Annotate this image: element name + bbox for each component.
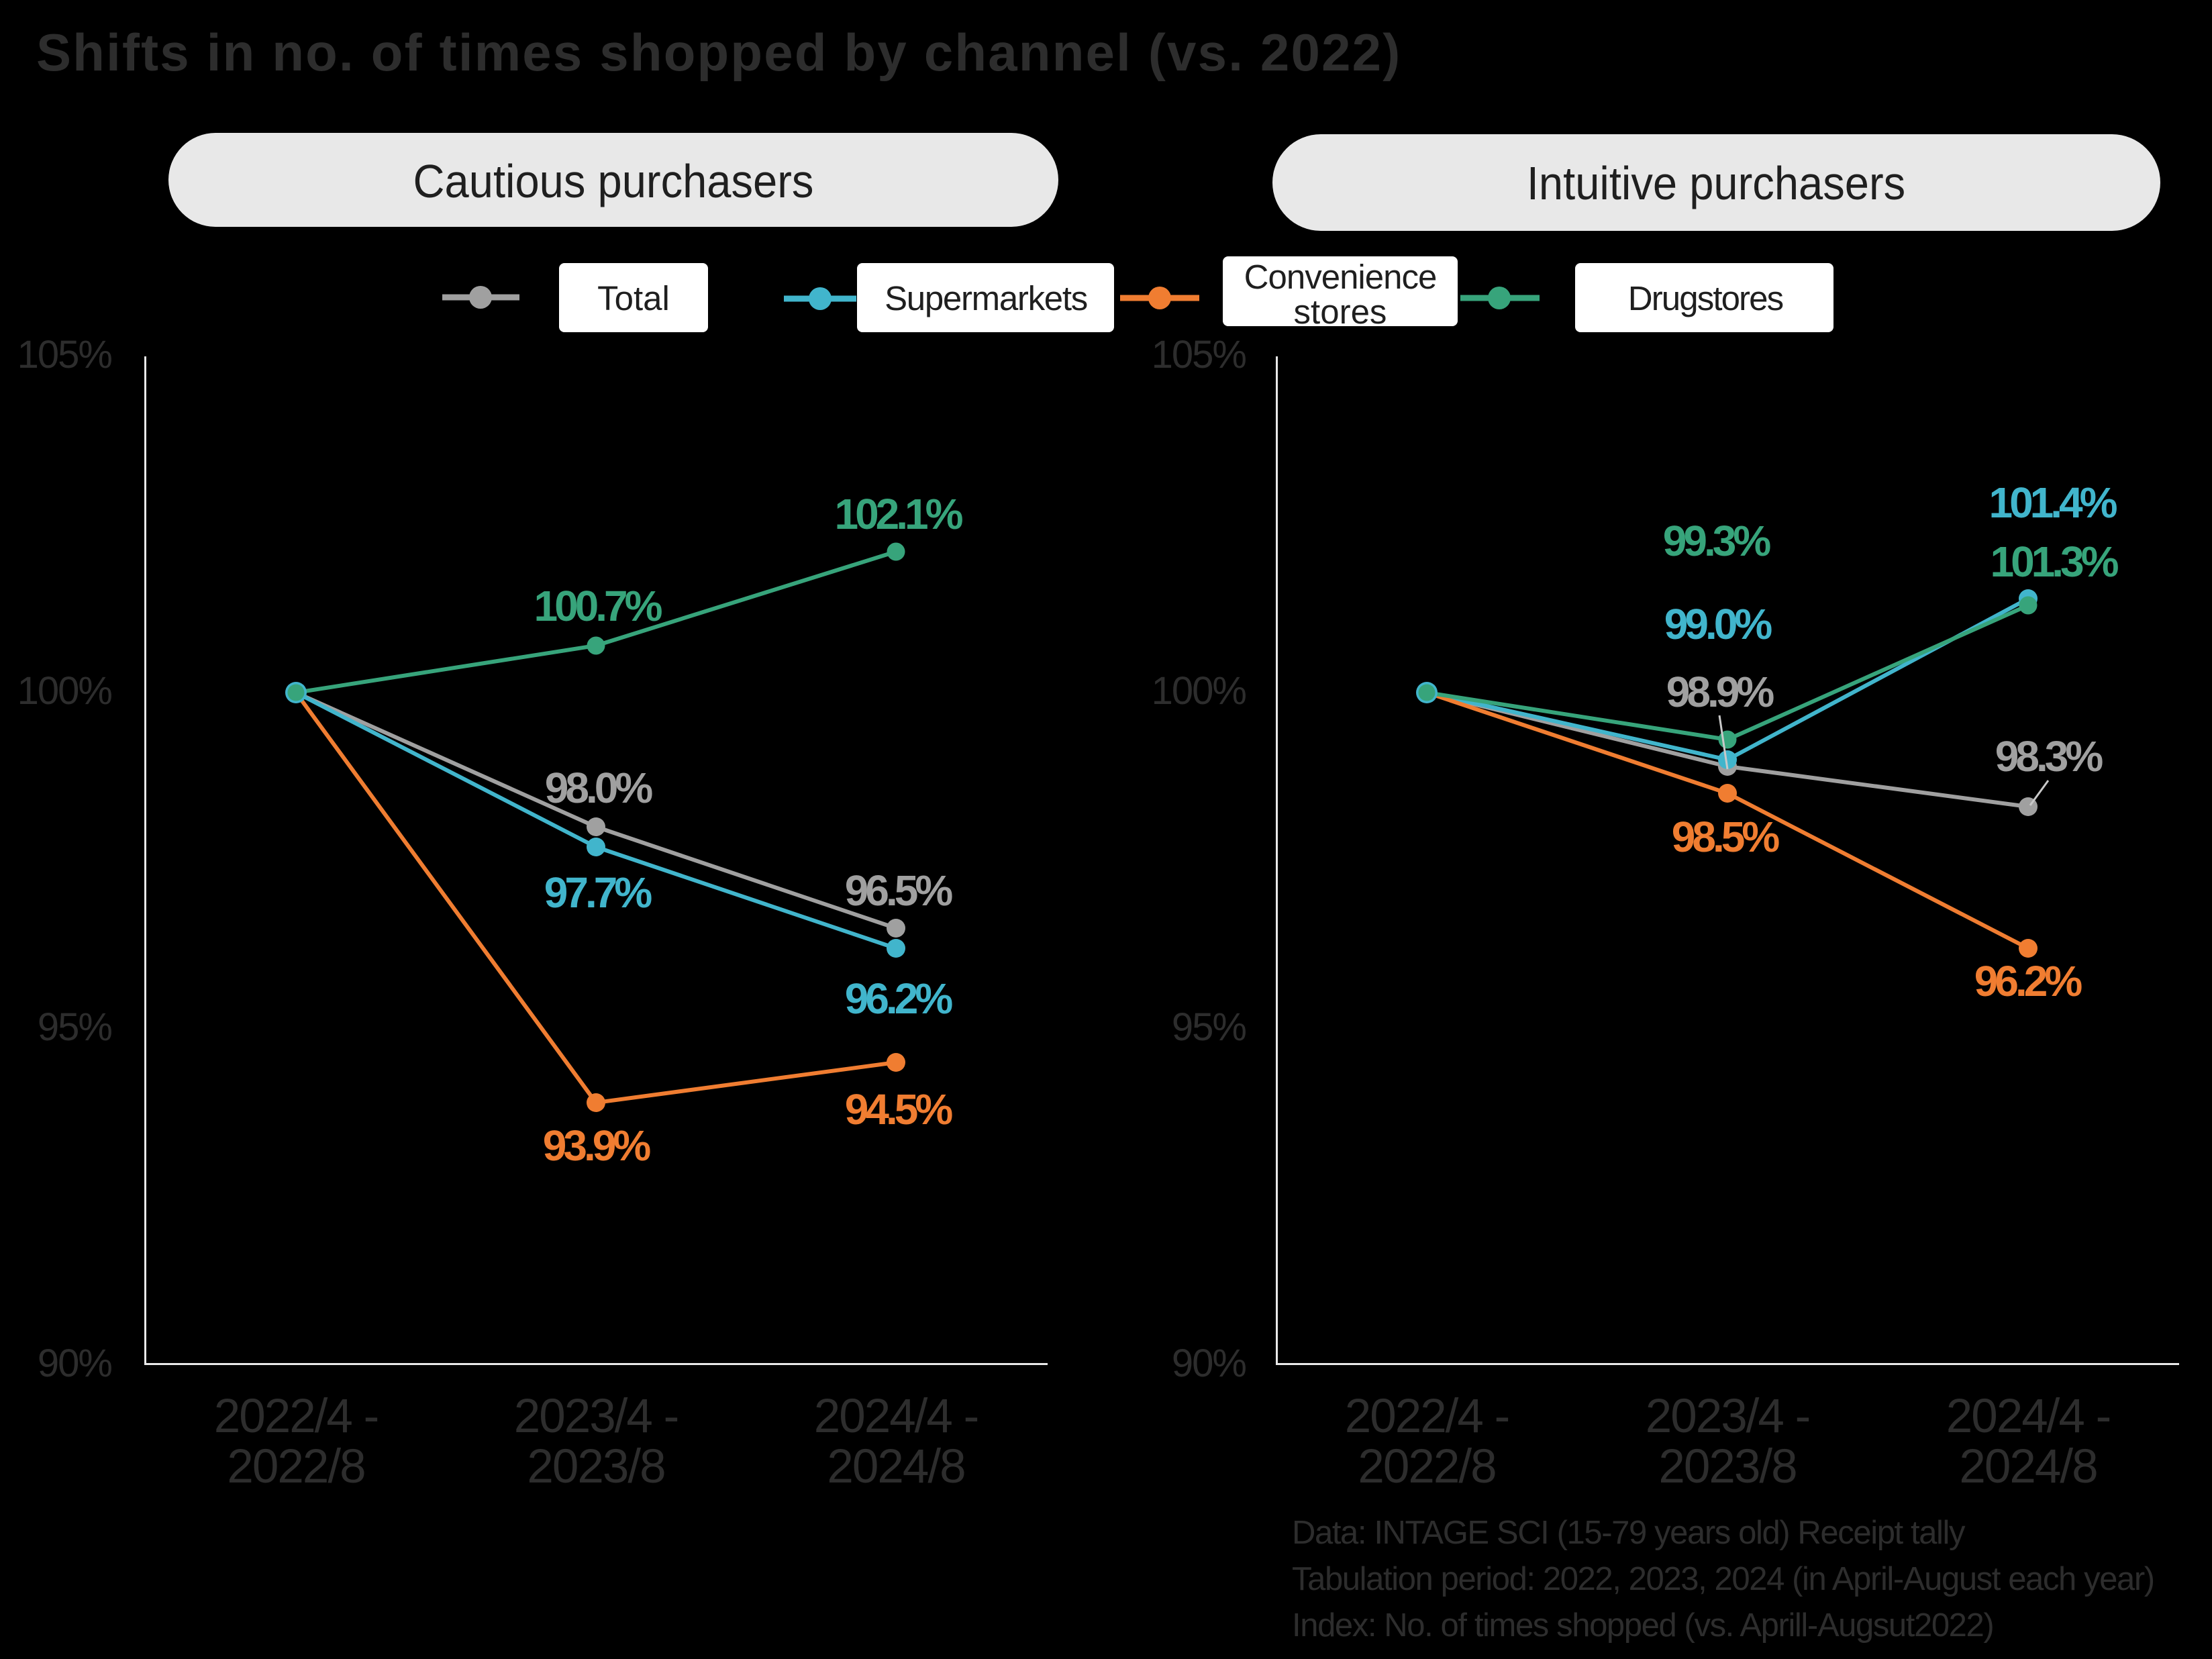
svg-text:93.9%: 93.9% [543,1121,651,1170]
svg-text:Supermarkets: Supermarkets [885,279,1087,317]
svg-text:Shifts in no. of times shopped: Shifts in no. of times shopped by channe… [36,23,1401,82]
svg-text:98.5%: 98.5% [1672,813,1780,861]
svg-text:stores: stores [1294,293,1387,331]
svg-text:Convenience: Convenience [1244,258,1437,296]
svg-text:96.2%: 96.2% [1974,957,2082,1005]
svg-text:Drugstores: Drugstores [1628,279,1783,317]
svg-text:2024/4 -: 2024/4 - [1946,1390,2111,1443]
svg-text:Total: Total [597,279,670,317]
svg-text:98.9%: 98.9% [1666,668,1774,716]
svg-text:100%: 100% [17,669,112,713]
svg-text:96.5%: 96.5% [845,866,953,915]
svg-text:2022/8: 2022/8 [1358,1440,1495,1493]
svg-text:94.5%: 94.5% [845,1085,953,1134]
svg-text:98.0%: 98.0% [545,764,653,812]
svg-text:90%: 90% [38,1342,112,1385]
svg-text:2023/4 -: 2023/4 - [1646,1390,1810,1443]
svg-text:99.3%: 99.3% [1663,517,1771,565]
svg-text:101.4%: 101.4% [1989,479,2117,527]
svg-text:Tabulation period: 2022, 2023,: Tabulation period: 2022, 2023, 2024 (in … [1292,1561,2154,1597]
svg-text:2022/4 -: 2022/4 - [1345,1390,1509,1443]
svg-text:98.3%: 98.3% [1995,732,2103,781]
svg-text:2024/8: 2024/8 [827,1440,964,1493]
svg-text:95%: 95% [1172,1005,1246,1049]
svg-text:97.7%: 97.7% [544,868,652,917]
svg-text:Data: INTAGE SCI (15-79 years: Data: INTAGE SCI (15-79 years old) Recei… [1292,1515,1966,1551]
svg-text:2024/4 -: 2024/4 - [814,1390,978,1443]
svg-text:Index: No. of times shopped (v: Index: No. of times shopped (vs. Aprill-… [1292,1607,1993,1644]
svg-text:2024/8: 2024/8 [1959,1440,2097,1493]
svg-text:100%: 100% [1152,669,1246,713]
svg-text:2023/8: 2023/8 [1658,1440,1796,1493]
svg-text:2023/4 -: 2023/4 - [514,1390,678,1443]
svg-text:Cautious purchasers: Cautious purchasers [413,156,814,208]
svg-text:102.1%: 102.1% [834,490,962,538]
svg-text:90%: 90% [1172,1342,1246,1385]
svg-text:101.3%: 101.3% [1990,538,2118,586]
svg-text:105%: 105% [1152,333,1246,376]
svg-text:105%: 105% [17,333,112,376]
svg-text:95%: 95% [38,1005,112,1049]
svg-text:100.7%: 100.7% [534,582,662,630]
svg-text:2023/8: 2023/8 [527,1440,664,1493]
svg-text:2022/4 -: 2022/4 - [214,1390,379,1443]
svg-text:96.2%: 96.2% [845,974,953,1023]
svg-text:2022/8: 2022/8 [227,1440,364,1493]
svg-text:Intuitive purchasers: Intuitive purchasers [1527,158,1905,210]
svg-text:99.0%: 99.0% [1664,600,1772,648]
